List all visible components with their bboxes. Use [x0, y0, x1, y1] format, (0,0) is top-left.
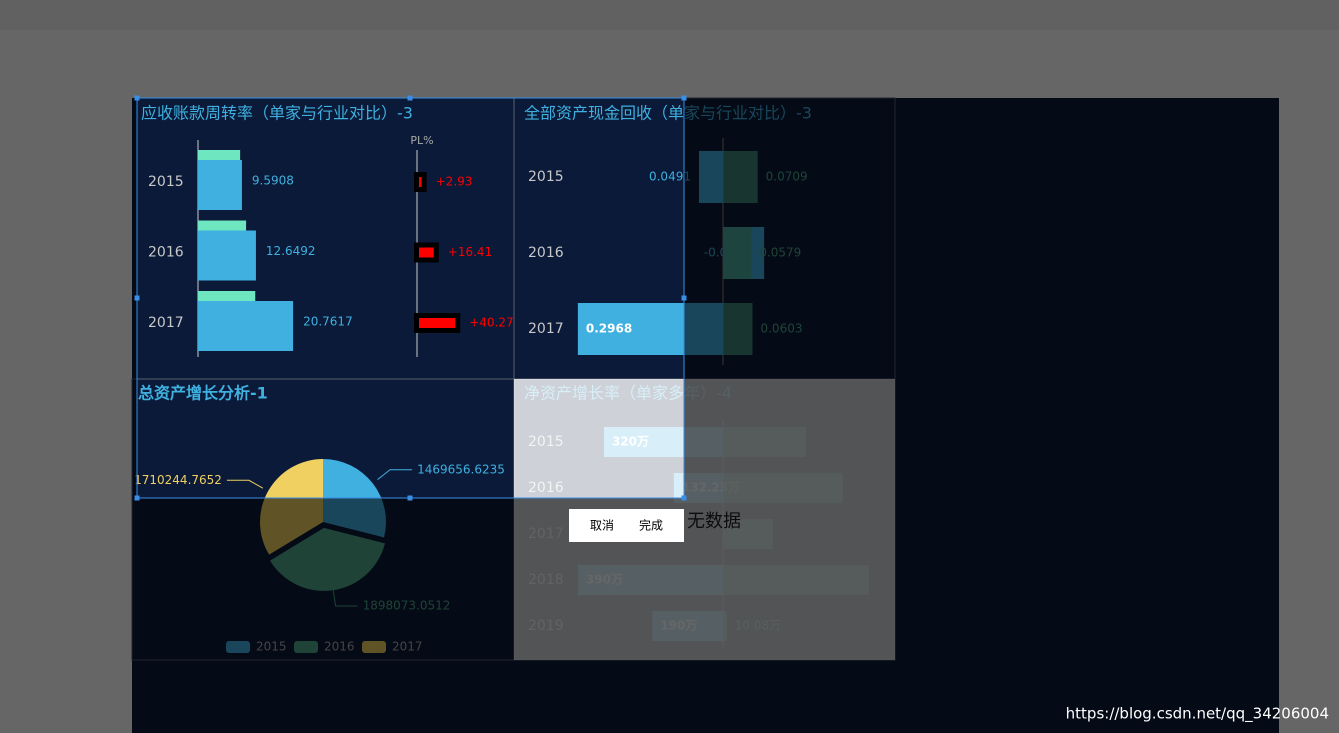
toolbar-button[interactable]: 完成 [628, 512, 672, 539]
watermark: https://blog.csdn.net/qq_34206004 [1066, 705, 1329, 724]
value-label: 1469656.6235 [417, 462, 505, 476]
value-label: 20.7617 [303, 315, 353, 329]
toolbar-button[interactable]: 取消 [580, 512, 624, 539]
bar [419, 247, 434, 258]
value-label: +16.41 [448, 245, 492, 259]
category-label: 2016 [528, 245, 564, 261]
selection-handle [134, 95, 140, 101]
button-area[interactable] [628, 512, 672, 539]
category-label: 2017 [528, 321, 564, 337]
selection-handle [134, 295, 140, 301]
value-label: 9.5908 [252, 174, 294, 188]
selection-handle [681, 295, 687, 301]
bar [198, 291, 256, 301]
leader-line [226, 479, 264, 489]
value-label: 0.2968 [586, 322, 632, 336]
chart-title: 应收账款周转率（单家与行业对比）-3 [141, 104, 413, 123]
value-label: 12.6492 [266, 244, 316, 258]
selection-handle [407, 495, 413, 501]
selection-handle [407, 95, 413, 101]
selection-handle [681, 495, 687, 501]
bar [419, 177, 422, 187]
category-label: 2015 [148, 174, 184, 190]
bar [198, 230, 256, 281]
category-label: 2017 [148, 315, 184, 331]
bar [198, 150, 241, 160]
leader-line [377, 469, 413, 481]
value-label: 0.0491 [649, 170, 691, 184]
selection-handle [134, 495, 140, 501]
bar [198, 301, 294, 351]
button-label[interactable]: 完成 [639, 518, 663, 533]
bar [198, 160, 242, 210]
bar [419, 318, 456, 328]
bar [198, 220, 247, 231]
button-label[interactable]: 取消 [590, 519, 614, 533]
category-label: 2015 [528, 169, 564, 185]
value-label: +40.27 [469, 316, 513, 330]
selection-handle [681, 95, 687, 101]
value-label: 1710244.7652 [134, 473, 222, 487]
pl-label: PL% [410, 134, 433, 147]
chart-title: 总资产增长分析-1 [138, 384, 268, 403]
value-label: +2.93 [436, 175, 473, 189]
category-label: 2016 [148, 245, 184, 261]
button-area[interactable] [580, 512, 624, 539]
